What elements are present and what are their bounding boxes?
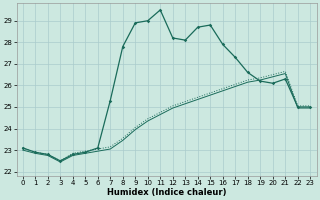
X-axis label: Humidex (Indice chaleur): Humidex (Indice chaleur) (107, 188, 226, 197)
